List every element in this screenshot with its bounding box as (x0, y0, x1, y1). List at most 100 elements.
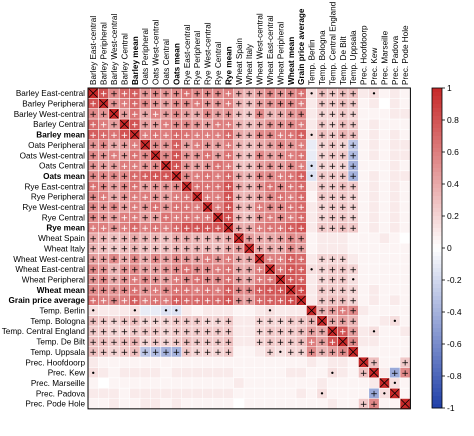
significance-plus-mark: + (162, 131, 170, 141)
significance-plus-mark: + (173, 162, 181, 172)
significance-plus-mark: + (339, 286, 347, 296)
heatmap-cell (223, 170, 234, 182)
heatmap-cell (275, 88, 286, 99)
heatmap-cell (358, 98, 370, 109)
column-label: Wheat West-central (256, 13, 265, 85)
heatmap-cell (285, 326, 297, 337)
significance-plus-mark: + (308, 338, 316, 348)
heatmap-cell (254, 232, 266, 244)
heatmap-cell (192, 181, 203, 192)
heatmap-cell (119, 336, 130, 348)
significance-plus-mark: + (100, 214, 108, 224)
heatmap-cell (119, 243, 130, 254)
heatmap-cell (181, 98, 193, 109)
significance-plus-mark: + (349, 120, 357, 130)
heatmap-cell (368, 181, 380, 192)
heatmap-cell (233, 367, 245, 379)
diagonal-cross-mark (192, 192, 202, 202)
significance-plus-mark: + (183, 245, 191, 255)
heatmap-cell (254, 367, 266, 379)
significance-plus-mark: + (287, 151, 295, 161)
heatmap-cell (108, 263, 120, 275)
significance-plus-mark: + (297, 151, 305, 161)
heatmap-cell (254, 150, 266, 161)
heatmap-cell (160, 336, 172, 348)
heatmap-cell (389, 108, 401, 120)
heatmap-cell (192, 129, 203, 141)
significance-plus-mark: + (183, 193, 191, 203)
row-label: Temp. Bologna (30, 317, 85, 326)
heatmap-cell (285, 357, 297, 368)
heatmap-cell (275, 346, 286, 358)
heatmap-cell (296, 305, 307, 316)
significance-plus-mark: + (287, 224, 295, 234)
significance-plus-mark: + (318, 255, 326, 265)
heatmap-cell (108, 367, 120, 379)
heatmap-cell (202, 222, 214, 234)
significance-plus-mark: + (401, 358, 409, 368)
diagonal-cross-mark (286, 285, 296, 295)
significance-plus-mark: + (110, 162, 118, 172)
heatmap-cell (379, 129, 390, 141)
colorbar-segment (432, 284, 442, 289)
heatmap-cell (306, 232, 318, 244)
heatmap-cell (233, 191, 245, 203)
heatmap-cell (140, 274, 151, 285)
significance-plus-mark: + (225, 183, 233, 193)
heatmap-cell (171, 295, 182, 306)
heatmap-cell (400, 367, 411, 379)
significance-plus-mark: + (225, 162, 233, 172)
heatmap-cell (379, 274, 390, 285)
heatmap-cell (233, 160, 245, 172)
significance-plus-mark: + (141, 100, 149, 110)
heatmap-cell (368, 295, 380, 306)
heatmap-cell (254, 263, 266, 275)
heatmap-cell (244, 377, 255, 389)
heatmap-cell (400, 170, 411, 182)
heatmap-cell (327, 284, 338, 296)
heatmap-cell (327, 263, 338, 275)
significance-plus-mark: + (225, 193, 233, 203)
heatmap-cell (181, 191, 193, 203)
significance-plus-mark: + (339, 141, 347, 151)
row-label: Grain price average (9, 296, 86, 305)
heatmap-cell (379, 222, 390, 234)
row-label: Oats mean (43, 172, 85, 181)
heatmap-cell (171, 357, 182, 368)
significance-plus-mark: + (141, 348, 149, 358)
significance-plus-mark: + (173, 100, 181, 110)
heatmap-cell (389, 201, 401, 213)
heatmap-cell (119, 212, 130, 223)
heatmap-cell (244, 150, 255, 161)
heatmap-cell (285, 181, 297, 192)
significance-plus-mark: + (256, 100, 264, 110)
significance-dot-mark: • (268, 307, 273, 316)
significance-plus-mark: + (162, 183, 170, 193)
significance-plus-mark: + (152, 327, 160, 337)
heatmap-cell (212, 150, 224, 161)
significance-plus-mark: + (214, 131, 222, 141)
heatmap-cell (129, 119, 141, 130)
heatmap-cell (88, 315, 99, 327)
significance-plus-mark: + (141, 162, 149, 172)
significance-plus-mark: + (277, 89, 285, 99)
significance-plus-mark: + (162, 120, 170, 130)
significance-plus-mark: + (318, 120, 326, 130)
colorbar-segment (432, 320, 442, 325)
significance-plus-mark: + (318, 110, 326, 120)
heatmap-cell (379, 357, 390, 368)
heatmap-cell (368, 305, 380, 316)
significance-plus-mark: + (173, 131, 181, 141)
significance-plus-mark: + (193, 162, 201, 172)
heatmap-cell (98, 119, 110, 130)
significance-plus-mark: + (318, 172, 326, 182)
heatmap-cell (368, 170, 380, 182)
row-label: Prec. Hoofdoorp (25, 358, 85, 367)
heatmap-cell (233, 222, 245, 234)
significance-plus-mark: + (173, 255, 181, 265)
heatmap-cell (379, 181, 390, 192)
heatmap-cell (192, 88, 203, 99)
significance-plus-mark: + (235, 183, 243, 193)
heatmap-cell (285, 150, 297, 161)
heatmap-cell (358, 222, 370, 234)
